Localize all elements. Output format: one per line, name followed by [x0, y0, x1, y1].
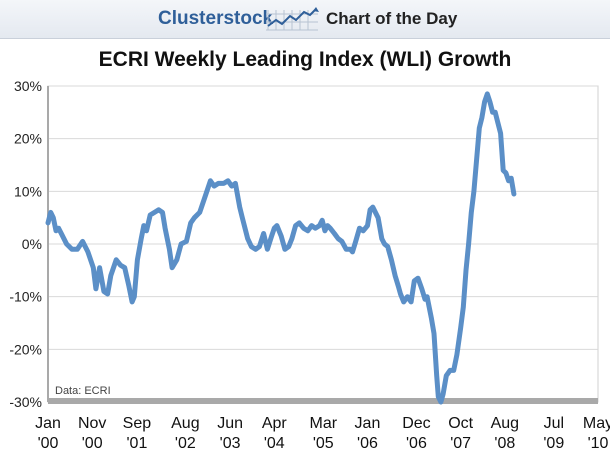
x-tick-label-year: '04: [264, 435, 285, 452]
x-tick-label-month: Aug: [491, 415, 519, 432]
x-tick-label-year: '01: [126, 435, 147, 452]
x-tick-label-month: May: [583, 415, 610, 432]
x-tick-label-year: '08: [494, 435, 515, 452]
x-tick-label-year: '09: [543, 435, 564, 452]
x-tick-label-month: Sep: [123, 415, 152, 432]
header-banner: Clusterstock Chart of the Day: [0, 0, 610, 39]
x-tick-label-month: Jan: [35, 415, 61, 432]
chart-of-the-day-label: Chart of the Day: [326, 9, 458, 28]
x-tick-label-year: '10: [588, 435, 609, 452]
y-tick-label: 20%: [14, 131, 42, 147]
x-tick-label-month: Mar: [309, 415, 337, 432]
x-tick-label-month: Jun: [217, 415, 243, 432]
x-axis-line: [48, 398, 598, 404]
x-tick-label-month: Jul: [544, 415, 564, 432]
x-tick-label-month: Dec: [402, 415, 430, 432]
y-tick-label: 0%: [22, 236, 42, 252]
y-tick-label: -30%: [9, 394, 42, 410]
y-tick-label: 30%: [14, 78, 42, 94]
x-tick-label-month: Apr: [262, 415, 288, 432]
x-tick-label-year: '00: [82, 435, 103, 452]
x-tick-label-month: Jan: [355, 415, 381, 432]
brand-name: Clusterstock: [158, 8, 274, 29]
x-tick-label-year: '00: [38, 435, 59, 452]
y-tick-label: 10%: [14, 183, 42, 199]
y-tick-label: -20%: [9, 341, 42, 357]
rising-line-chart-icon: [266, 7, 319, 31]
x-tick-label-month: Aug: [171, 415, 199, 432]
series-line: [45, 91, 517, 405]
x-tick-label-month: Oct: [448, 415, 473, 432]
x-tick-label-year: '07: [450, 435, 471, 452]
x-tick-label-year: '03: [220, 435, 241, 452]
chart-title: ECRI Weekly Leading Index (WLI) Growth: [98, 48, 512, 71]
x-tick-label-year: '02: [175, 435, 196, 452]
x-tick-label-year: '05: [313, 435, 334, 452]
x-tick-label-year: '06: [357, 435, 378, 452]
data-source-note: Data: ECRI: [55, 385, 111, 397]
x-tick-label-month: Nov: [78, 415, 106, 432]
y-tick-label: -10%: [9, 289, 42, 305]
x-tick-label-year: '06: [406, 435, 427, 452]
